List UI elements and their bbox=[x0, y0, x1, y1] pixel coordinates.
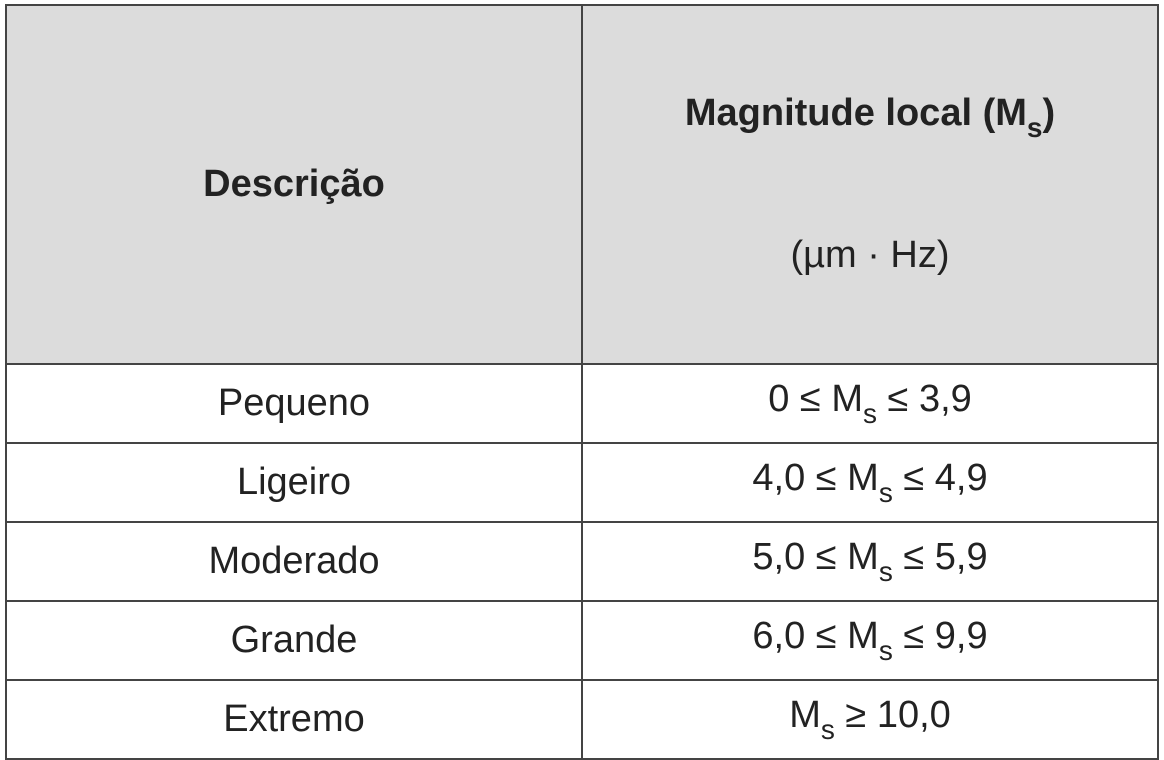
text-segment: ≤ 5,9 bbox=[892, 535, 988, 578]
table-row: Extremo Ms ≥ 10,0 bbox=[5, 679, 1159, 760]
text-segment: M bbox=[789, 693, 821, 736]
table-row: Grande 6,0 ≤ Ms ≤ 9,9 bbox=[5, 600, 1159, 681]
header-row: Descrição Magnitude local (Ms) (µm · Hz) bbox=[5, 4, 1159, 365]
subscript: s bbox=[820, 713, 835, 745]
header-magnitude-title: Magnitude local (Ms) bbox=[583, 92, 1157, 144]
text-segment: ) bbox=[1042, 92, 1056, 134]
table-row: Pequeno 0 ≤ Ms ≤ 3,9 bbox=[5, 363, 1159, 444]
range-cell: Ms ≥ 10,0 bbox=[581, 679, 1159, 760]
header-unit: (µm · Hz) bbox=[790, 234, 950, 276]
subscript: s bbox=[1026, 112, 1043, 143]
range-cell: 0 ≤ Ms ≤ 3,9 bbox=[581, 363, 1159, 444]
subscript: s bbox=[878, 476, 893, 508]
description-cell: Grande bbox=[5, 600, 583, 681]
description-cell: Extremo bbox=[5, 679, 583, 760]
text-segment: 5,0 ≤ M bbox=[752, 535, 879, 578]
header-description: Descrição bbox=[5, 4, 583, 365]
table-row: Ligeiro 4,0 ≤ Ms ≤ 4,9 bbox=[5, 442, 1159, 523]
text-segment: ≥ 10,0 bbox=[834, 693, 951, 736]
description-cell: Ligeiro bbox=[5, 442, 583, 523]
text-segment: Magnitude local (M bbox=[684, 92, 1027, 134]
text-segment: 0 ≤ M bbox=[768, 377, 863, 420]
text-segment: ≤ 9,9 bbox=[892, 614, 988, 657]
text-segment: 4,0 ≤ M bbox=[752, 456, 879, 499]
text-segment: 6,0 ≤ M bbox=[752, 614, 879, 657]
text-segment: ≤ 4,9 bbox=[892, 456, 988, 499]
range-cell: 4,0 ≤ Ms ≤ 4,9 bbox=[581, 442, 1159, 523]
page: Descrição Magnitude local (Ms) (µm · Hz)… bbox=[5, 4, 1159, 760]
subscript: s bbox=[878, 634, 893, 666]
header-magnitude: Magnitude local (Ms) (µm · Hz) bbox=[581, 4, 1159, 365]
magnitude-table: Descrição Magnitude local (Ms) (µm · Hz)… bbox=[5, 4, 1159, 760]
text-segment: ≤ 3,9 bbox=[876, 377, 972, 420]
range-cell: 6,0 ≤ Ms ≤ 9,9 bbox=[581, 600, 1159, 681]
subscript: s bbox=[878, 555, 893, 587]
subscript: s bbox=[862, 397, 877, 429]
description-cell: Pequeno bbox=[5, 363, 583, 444]
